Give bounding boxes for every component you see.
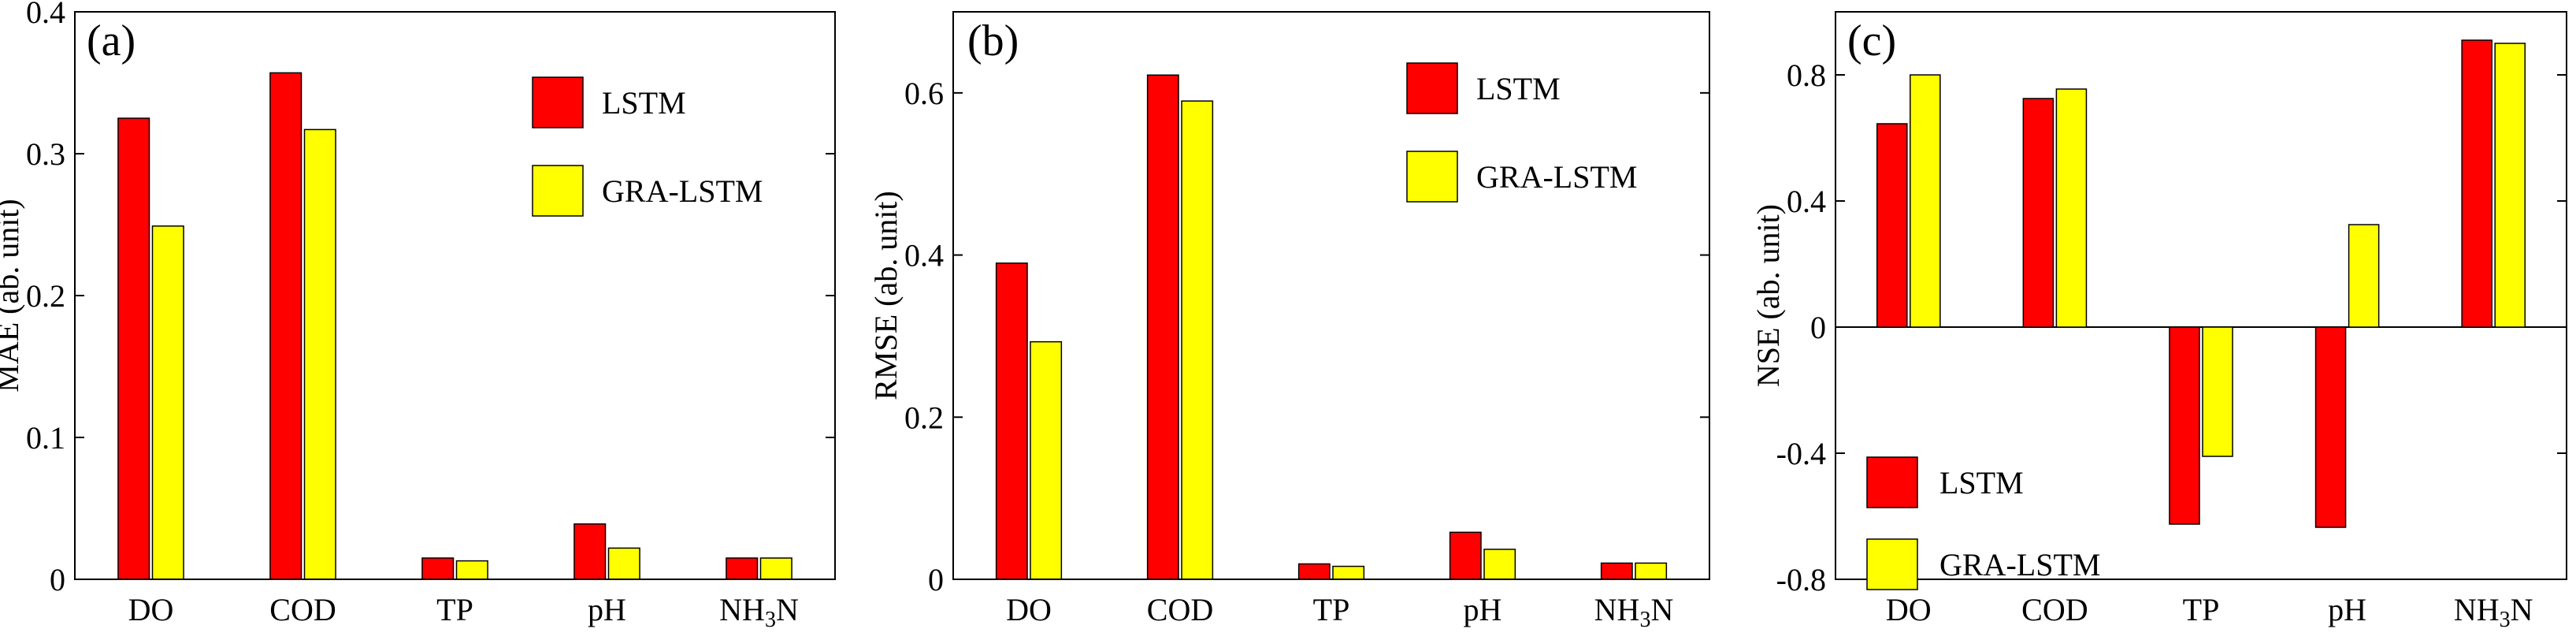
rmse-chart: 0 0.2 0.4 0.6 DO COD TP pH NH3N RMSE (ab. unit) (b… [868, 11, 1710, 632]
mae-category-label: DO [128, 592, 174, 627]
rmse-ytick-label: 0.4 [904, 238, 944, 273]
mae-bar-lstm-ph [573, 523, 607, 580]
nse-legend-label: LSTM [1939, 465, 2024, 500]
nse-ytick-label: 0.4 [1787, 184, 1826, 219]
mae-bar-gra-lstm-tp [455, 560, 488, 580]
nse-category-label: COD [2021, 592, 2088, 627]
mae-plot-frame [74, 11, 836, 580]
nse-ylabel: NSE (ab. unit) [1750, 204, 1786, 387]
nse-bar-lstm-do [1876, 123, 1908, 328]
mae-bar-lstm-nh3n [726, 557, 759, 580]
rmse-category-label: pH [1464, 592, 1502, 627]
nse-legend-swatch [1866, 456, 1918, 508]
rmse-category-label: DO [1006, 592, 1052, 627]
rmse-ylabel: RMSE (ab. unit) [868, 191, 904, 400]
mae-category-label: COD [269, 592, 336, 627]
mae-category-label: TP [436, 592, 473, 627]
mae-ylabel: MAE (ab. unit) [0, 199, 25, 393]
nse-bar-gra-lstm-cod [2055, 88, 2088, 328]
rmse-bar-lstm-nh3n [1600, 562, 1633, 580]
mae-legend-label: LSTM [602, 85, 686, 121]
mae-ytick-label: 0.1 [26, 420, 65, 456]
rmse-bar-gra-lstm-nh3n [1635, 562, 1668, 580]
nse-bar-gra-lstm-tp [2202, 326, 2233, 457]
rmse-category-label: TP [1313, 592, 1350, 627]
nse-category-label: pH [2328, 592, 2366, 627]
rmse-legend-swatch [1406, 151, 1458, 203]
rmse-bar-lstm-do [995, 262, 1028, 580]
rmse-ytick-label: 0.2 [904, 400, 944, 435]
mae-category-label: NH3N [719, 592, 799, 632]
mae-legend-swatch [532, 165, 584, 217]
rmse-ytick-label: 0.6 [904, 76, 944, 111]
mae-bar-gra-lstm-cod [303, 128, 336, 580]
nse-category-label: TP [2183, 592, 2220, 627]
mae-bar-lstm-tp [421, 557, 455, 580]
mae-bar-lstm-do [117, 117, 150, 580]
rmse-legend-label: LSTM [1476, 71, 1561, 106]
nse-ytick-label: 0 [1810, 310, 1826, 345]
rmse-bar-gra-lstm-ph [1483, 549, 1516, 580]
nse-panel-label: (c) [1847, 17, 1896, 65]
rmse-bar-lstm-cod [1146, 74, 1179, 580]
mae-chart: 0 0.1 0.2 0.3 0.4 DO COD TP pH NH3N MAE (ab. unit)… [0, 0, 836, 632]
rmse-panel-label: (b) [967, 17, 1019, 65]
rmse-category-label: NH3N [1594, 592, 1674, 632]
rmse-ytick-label: 0 [928, 562, 944, 597]
mae-ytick-label: 0.3 [26, 136, 65, 172]
mae-panel-label: (a) [87, 17, 135, 65]
rmse-legend-label: GRA-LSTM [1476, 159, 1637, 195]
rmse-legend-swatch [1406, 62, 1458, 114]
nse-plot-frame [1835, 11, 2567, 580]
nse-bar-gra-lstm-nh3n [2494, 43, 2526, 328]
nse-chart: -0.8 -0.4 0 0.4 0.8 DO COD TP pH NH3N NSE (ab. uni… [1750, 11, 2567, 632]
mae-legend-swatch [532, 76, 584, 128]
nse-bar-lstm-cod [2022, 98, 2054, 328]
rmse-category-label: COD [1147, 592, 1213, 627]
rmse-bar-gra-lstm-do [1030, 340, 1063, 580]
nse-bar-gra-lstm-ph [2348, 224, 2380, 328]
mae-bar-gra-lstm-ph [607, 547, 640, 580]
nse-ytick-label: -0.4 [1776, 436, 1826, 471]
mae-bar-gra-lstm-nh3n [759, 557, 792, 580]
nse-ytick-label: 0.8 [1787, 58, 1826, 93]
nse-legend-label: GRA-LSTM [1939, 547, 2100, 582]
nse-bar-gra-lstm-do [1910, 74, 1941, 328]
rmse-bar-gra-lstm-tp [1332, 565, 1365, 580]
mae-ytick-label: 0.4 [26, 0, 65, 30]
nse-bar-lstm-ph [2314, 326, 2347, 528]
nse-category-label: DO [1886, 592, 1932, 627]
mae-ytick-label: 0.2 [26, 278, 65, 314]
rmse-bar-lstm-ph [1449, 531, 1482, 580]
rmse-plot-frame [952, 11, 1710, 580]
nse-ytick-label: -0.8 [1776, 562, 1826, 597]
nse-category-label: NH3N [2454, 592, 2533, 632]
mae-category-label: pH [588, 592, 626, 627]
mae-bar-gra-lstm-do [151, 225, 184, 580]
rmse-bar-gra-lstm-cod [1181, 100, 1214, 580]
nse-bar-lstm-tp [2169, 326, 2200, 525]
mae-ytick-label: 0 [50, 562, 65, 597]
mae-bar-lstm-cod [269, 72, 303, 580]
rmse-bar-lstm-tp [1297, 563, 1331, 580]
mae-legend-label: GRA-LSTM [602, 173, 763, 209]
nse-bar-lstm-nh3n [2461, 39, 2492, 328]
nse-legend-swatch [1866, 538, 1918, 590]
